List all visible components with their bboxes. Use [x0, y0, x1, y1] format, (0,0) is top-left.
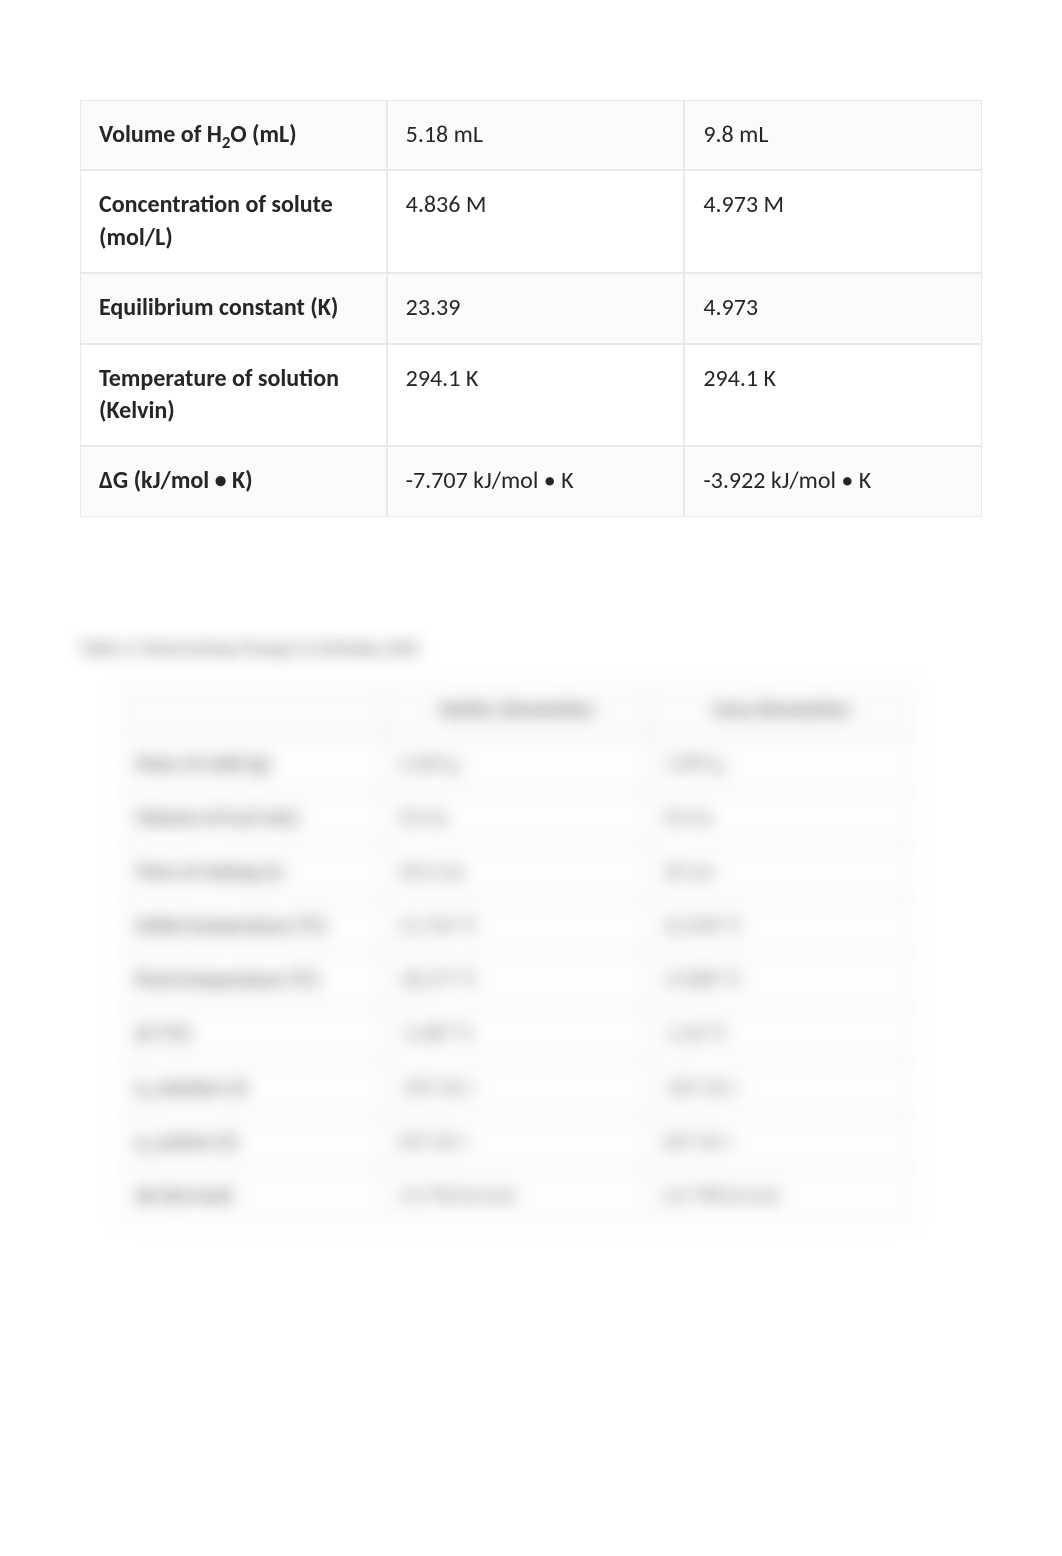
header-col1: NaNO₃ Dissolution — [385, 683, 650, 737]
table-row: ΔT (°C) -3.487 °C -2.20 °C — [120, 1007, 914, 1061]
cell-value: 30 sec — [649, 845, 914, 899]
table-row: Final temperature (°C) 18.277 °C 19.889 … — [120, 953, 914, 1007]
thermo-table: Volume of H2O (mL) 5.18 mL 9.8 mL Concen… — [80, 100, 982, 517]
row-label: Temperature of solution (Kelvin) — [80, 344, 387, 447]
cell-value: 1.899 g — [649, 737, 914, 791]
cell-value: 50 mL — [649, 791, 914, 845]
cell-value: 294.1 K — [684, 344, 982, 447]
table-row: Mass of solid (g) 2.069 g 1.899 g — [120, 737, 914, 791]
row-label: Equilibrium constant (K) — [80, 273, 387, 343]
table-row: Time of mixing (s) 30.0 sec 30 sec — [120, 845, 914, 899]
cell-value: -7.707 kJ/mol • K — [387, 446, 685, 516]
cell-value: 294.1 K — [387, 344, 685, 447]
row-label: Concentration of solute (mol/L) — [80, 170, 387, 273]
row-label: q_solution (J) — [120, 1061, 385, 1115]
cell-value: 2.069 g — [385, 737, 650, 791]
cell-value: 50 mL — [385, 791, 650, 845]
table-row: Concentration of solute (mol/L) 4.836 M … — [80, 170, 982, 273]
table-row: Initial temperature (°C) 21.764 °C 22.09… — [120, 899, 914, 953]
row-label: ΔH (kJ/mol) — [120, 1169, 385, 1223]
row-label: Final temperature (°C) — [120, 953, 385, 1007]
row-label: ΔT (°C) — [120, 1007, 385, 1061]
cell-value: 23.39 — [387, 273, 685, 343]
cell-value: -3.922 kJ/mol • K — [684, 446, 982, 516]
cell-value: 9.8 mL — [684, 100, 982, 170]
row-label: Volume of H2O (mL) — [80, 100, 387, 170]
cell-value: 22.090 °C — [649, 899, 914, 953]
table-row: Volume of H2O (mL) 5.18 mL 9.8 mL — [80, 100, 982, 170]
cell-value: 4.973 — [684, 273, 982, 343]
table-row: ΔG (kJ/mol • K) -7.707 kJ/mol • K -3.922… — [80, 446, 982, 516]
row-label: Initial temperature (°C) — [120, 899, 385, 953]
cell-value: -607.56 J — [649, 1061, 914, 1115]
blurred-table-section: Table 2: Determining Change in Enthalpy … — [80, 637, 982, 1223]
enthalpy-table: NaNO₃ Dissolution Urea Dissolution Mass … — [120, 683, 914, 1223]
table-row: Equilibrium constant (K) 23.39 4.973 — [80, 273, 982, 343]
cell-value: 18.277 °C — [385, 953, 650, 1007]
cell-value: 5.18 mL — [387, 100, 685, 170]
cell-value: -3.487 °C — [385, 1007, 650, 1061]
table-row: q_solution (J) -697.40 J -607.56 J — [120, 1061, 914, 1115]
cell-value: 4.973 M — [684, 170, 982, 273]
cell-value: 607.56 J — [649, 1115, 914, 1169]
row-label: Mass of solid (g) — [120, 737, 385, 791]
table-row: Volume of H₂O (mL) 50 mL 50 mL — [120, 791, 914, 845]
row-label: q_system (J) — [120, 1115, 385, 1169]
cell-value: 4.836 M — [387, 170, 685, 273]
cell-value: -2.20 °C — [649, 1007, 914, 1061]
header-blank — [120, 683, 385, 737]
row-label: ΔG (kJ/mol • K) — [80, 446, 387, 516]
cell-value: 19.889 °C — [649, 953, 914, 1007]
table-row: q_system (J) 697.40 J 607.56 J — [120, 1115, 914, 1169]
table-row: Temperature of solution (Kelvin) 294.1 K… — [80, 344, 982, 447]
cell-value: 21.764 °C — [385, 899, 650, 953]
table-2-caption: Table 2: Determining Change in Enthalpy … — [80, 637, 982, 659]
header-col2: Urea Dissolution — [649, 683, 914, 737]
header-row: NaNO₃ Dissolution Urea Dissolution — [120, 683, 914, 737]
cell-value: -697.40 J — [385, 1061, 650, 1115]
table-1-wrap: Volume of H2O (mL) 5.18 mL 9.8 mL Concen… — [80, 100, 982, 517]
cell-value: 22.798 kJ/mol — [649, 1169, 914, 1223]
row-label: Volume of H₂O (mL) — [120, 791, 385, 845]
cell-value: 697.40 J — [385, 1115, 650, 1169]
cell-value: 14.796 kJ/mol — [385, 1169, 650, 1223]
cell-value: 30.0 sec — [385, 845, 650, 899]
table-row: ΔH (kJ/mol) 14.796 kJ/mol 22.798 kJ/mol — [120, 1169, 914, 1223]
row-label: Time of mixing (s) — [120, 845, 385, 899]
